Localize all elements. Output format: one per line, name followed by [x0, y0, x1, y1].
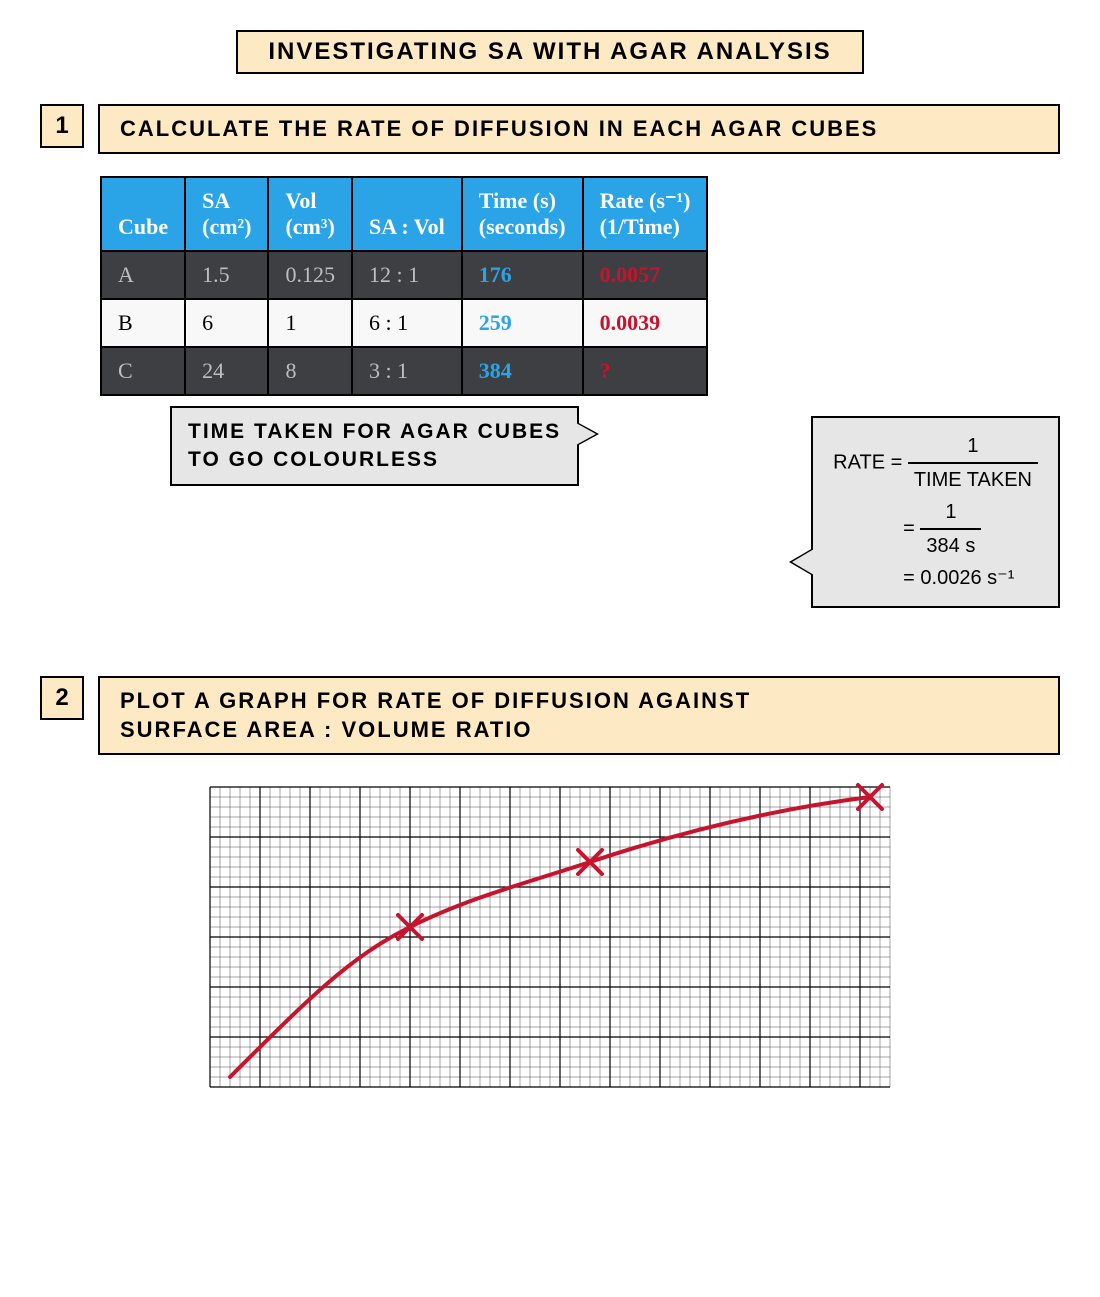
cell-vol: 8: [268, 347, 352, 395]
cell-sa: 1.5: [185, 251, 268, 299]
cell-ratio: 6 : 1: [352, 299, 462, 347]
th-cube: Cube: [101, 177, 185, 251]
cell-time: 176: [462, 251, 583, 299]
rate-result: = 0.0026 s⁻¹: [833, 562, 1038, 594]
table-row: A1.50.12512 : 11760.0057: [101, 251, 707, 299]
step-1-label: CALCULATE THE RATE OF DIFFUSION IN EACH …: [98, 104, 1060, 154]
cell-rate: 0.0057: [583, 251, 708, 299]
rate-formula-box: RATE = 1 TIME TAKEN = 1 384 s = 0.0026 s…: [811, 416, 1060, 608]
cell-ratio: 3 : 1: [352, 347, 462, 395]
rate-frac2-num: 1: [920, 496, 981, 530]
step-2: 2 PLOT A GRAPH FOR RATE OF DIFFUSION AGA…: [40, 676, 1060, 755]
cell-vol: 0.125: [268, 251, 352, 299]
cell-sa: 24: [185, 347, 268, 395]
step-1: 1 CALCULATE THE RATE OF DIFFUSION IN EAC…: [40, 104, 1060, 154]
step-1-number: 1: [40, 104, 84, 148]
callouts: TIME TAKEN FOR AGAR CUBES TO GO COLOURLE…: [100, 406, 1060, 616]
th-ratio: SA : Vol: [352, 177, 462, 251]
step-2-label: PLOT A GRAPH FOR RATE OF DIFFUSION AGAIN…: [98, 676, 1060, 755]
cell-sa: 6: [185, 299, 268, 347]
diffusion-table: Cube SA (cm²) Vol (cm³) SA : Vol Time (s…: [100, 176, 708, 396]
cell-ratio: 12 : 1: [352, 251, 462, 299]
step-2-number: 2: [40, 676, 84, 720]
th-rate: Rate (s⁻¹) (1/Time): [583, 177, 708, 251]
rate-frac1-num: 1: [908, 430, 1038, 464]
rate-frac2-den: 384 s: [920, 530, 981, 562]
rate-vs-ratio-graph: [190, 777, 910, 1117]
rate-label: RATE =: [833, 451, 908, 473]
th-time: Time (s) (seconds): [462, 177, 583, 251]
cell-rate: 0.0039: [583, 299, 708, 347]
rate-frac1-den: TIME TAKEN: [908, 464, 1038, 496]
cell-rate: ?: [583, 347, 708, 395]
page-title: INVESTIGATING SA WITH AGAR ANALYSIS: [236, 30, 863, 74]
speech-time-taken: TIME TAKEN FOR AGAR CUBES TO GO COLOURLE…: [170, 406, 579, 487]
th-sa: SA (cm²): [185, 177, 268, 251]
cell-time: 259: [462, 299, 583, 347]
table-row: B616 : 12590.0039: [101, 299, 707, 347]
cell-cube: A: [101, 251, 185, 299]
table-row: C2483 : 1384?: [101, 347, 707, 395]
cell-vol: 1: [268, 299, 352, 347]
th-vol: Vol (cm³): [268, 177, 352, 251]
cell-time: 384: [462, 347, 583, 395]
cell-cube: C: [101, 347, 185, 395]
cell-cube: B: [101, 299, 185, 347]
